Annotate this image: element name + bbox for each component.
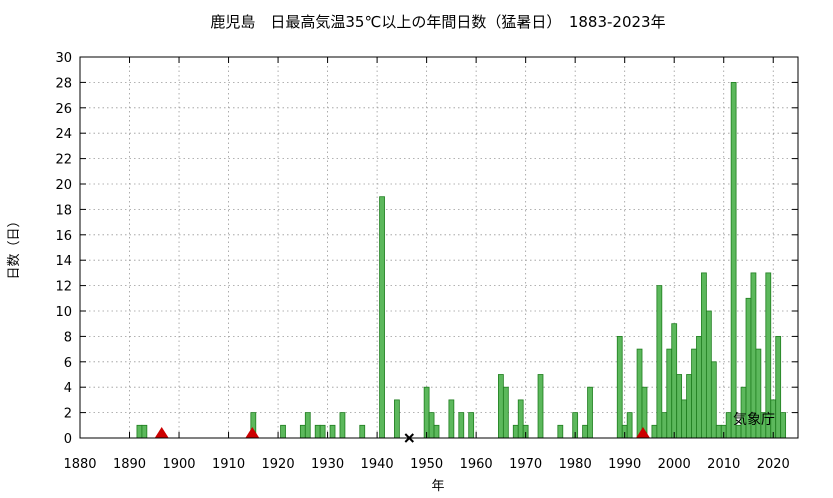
x-tick-label: 1910 [212, 457, 245, 472]
bar [671, 323, 678, 439]
x-tick-label: 1920 [262, 457, 295, 472]
bar [299, 424, 306, 439]
bar [582, 424, 588, 439]
bar [448, 399, 455, 439]
y-tick-label: 2 [64, 407, 72, 422]
bar [710, 361, 717, 439]
bar [705, 310, 712, 439]
bar [676, 374, 683, 439]
bar [656, 285, 663, 439]
y-axis-label: 日数（日） [7, 214, 22, 279]
y-tick-label: 4 [64, 381, 72, 396]
source-note: 気象庁 [733, 412, 775, 428]
bar [557, 424, 564, 439]
bar [691, 348, 697, 439]
x-tick-label: 1940 [361, 457, 394, 472]
x-tick-label: 1990 [608, 457, 641, 472]
bar [512, 424, 519, 439]
bar [701, 272, 707, 439]
triangle-marker [245, 427, 260, 438]
x-tick-label: 1890 [113, 457, 146, 472]
x-axis-label: 年 [431, 479, 444, 494]
x-tick-label: 1970 [509, 457, 542, 472]
bar [730, 82, 737, 439]
bar [686, 374, 692, 439]
bar [517, 399, 524, 439]
grid [80, 57, 798, 438]
x-tick-label: 1950 [410, 457, 443, 472]
x-tick-label: 2020 [757, 457, 790, 472]
y-tick-label: 10 [55, 305, 72, 320]
bar [423, 386, 430, 439]
y-tick-label: 6 [64, 356, 72, 371]
bar [136, 424, 143, 439]
bar [537, 374, 544, 439]
y-tick-label: 20 [55, 178, 72, 193]
chart-title: 鹿児島 日最高気温35℃以上の年間日数（猛暑日） 1883-2023年 [210, 13, 665, 31]
bar [141, 424, 148, 439]
triangle-marker [154, 427, 169, 438]
y-tick-label: 28 [55, 76, 72, 91]
bars [136, 82, 787, 439]
bar [661, 412, 668, 439]
bar [394, 399, 400, 439]
bar [725, 412, 732, 439]
y-tick-label: 16 [55, 229, 72, 244]
bar [458, 412, 465, 439]
bar [379, 196, 385, 439]
bar [468, 412, 475, 439]
bar [280, 424, 286, 439]
bar [651, 424, 658, 439]
triangle-marker [636, 427, 651, 438]
bar [696, 335, 702, 439]
y-tick-label: 0 [64, 432, 72, 447]
bar [498, 374, 504, 439]
bar [666, 348, 673, 439]
bar [329, 424, 336, 439]
bar [433, 424, 440, 439]
bar [775, 335, 782, 439]
bar [359, 424, 366, 439]
y-tick-label: 22 [55, 153, 72, 168]
bar [626, 412, 633, 439]
y-tick-label: 8 [64, 330, 72, 345]
bar [681, 399, 687, 439]
x-tick-label: 1900 [162, 457, 195, 472]
x-tick-label: 1960 [460, 457, 493, 472]
plot-frame [79, 56, 799, 439]
bar [715, 424, 722, 439]
x-tick-label: 1930 [311, 457, 344, 472]
y-tick-label: 30 [55, 51, 72, 66]
y-tick-label: 24 [55, 127, 72, 142]
bar [314, 424, 321, 439]
bar [587, 386, 593, 439]
y-tick-label: 14 [55, 254, 72, 269]
bar [319, 424, 326, 439]
y-tick-label: 26 [55, 102, 72, 117]
bar [780, 412, 787, 439]
bar [339, 412, 346, 439]
bar [502, 386, 509, 439]
x-tick-label: 2010 [707, 457, 740, 472]
bar [428, 412, 435, 439]
x-tick-label: 2000 [658, 457, 691, 472]
y-tick-label: 12 [55, 280, 72, 295]
bar [636, 348, 643, 439]
x-tick-label: 1880 [63, 457, 96, 472]
x-tick-label: 1980 [559, 457, 592, 472]
y-tick-label: 18 [55, 203, 72, 218]
bar [304, 412, 311, 439]
bar [616, 335, 623, 439]
